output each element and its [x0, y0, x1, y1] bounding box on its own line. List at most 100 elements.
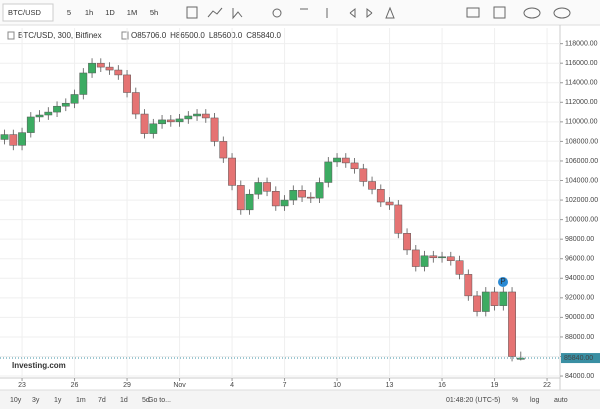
range-button[interactable]: 7d — [98, 397, 106, 404]
candle-body — [481, 291, 490, 312]
interval-button[interactable]: 1h — [85, 8, 93, 17]
y-tick-label: 106000.00 — [565, 158, 598, 165]
y-tick-label: 108000.00 — [565, 138, 598, 145]
range-button[interactable]: 1m — [76, 397, 86, 404]
candle-body — [158, 119, 166, 125]
y-tick-label: 84000.00 — [565, 373, 594, 380]
scale-option[interactable]: log — [530, 397, 539, 404]
watermark: Investing.com — [12, 361, 66, 370]
candle-body — [166, 119, 175, 123]
toolbar-icons — [186, 6, 571, 20]
candle-body — [473, 295, 481, 312]
candle-body — [201, 113, 210, 119]
event-marker-bg[interactable] — [498, 277, 508, 287]
range-button[interactable]: 5d — [142, 397, 150, 404]
x-tick-label: 22 — [543, 382, 551, 389]
candle-body — [149, 123, 158, 134]
candle-body — [368, 181, 376, 190]
y-tick-label: 94000.00 — [565, 275, 594, 282]
candle-body — [88, 62, 96, 74]
candle-body — [411, 249, 420, 267]
candle-body — [324, 161, 333, 183]
icon-draw[interactable] — [232, 8, 243, 20]
candle-body — [184, 115, 193, 120]
candle-body — [79, 72, 88, 95]
candle-body — [516, 357, 525, 360]
y-tick-label: 88000.00 — [565, 334, 594, 341]
candle-body — [18, 132, 26, 146]
interval-button[interactable]: 5 — [67, 8, 71, 17]
x-tick-label: 26 — [71, 382, 79, 389]
candle-body — [9, 134, 18, 146]
scale-option[interactable]: auto — [554, 397, 568, 404]
icon-cloud-load[interactable] — [523, 7, 541, 19]
interval-button[interactable]: 1M — [127, 8, 137, 17]
icon-snapshot[interactable] — [466, 7, 480, 18]
candle-body — [429, 255, 438, 258]
range-button[interactable]: 1y — [54, 397, 62, 404]
candle-body — [455, 260, 464, 275]
icon-candles[interactable] — [186, 6, 198, 19]
y-tick-label: 116000.00 — [565, 60, 598, 67]
candle-body — [254, 182, 263, 195]
candle-body — [123, 74, 131, 93]
x-tick-label: 10 — [333, 382, 341, 389]
candle-body — [61, 103, 70, 107]
icon-settings[interactable] — [272, 8, 282, 18]
x-tick-label: 16 — [438, 382, 446, 389]
candle-body — [53, 105, 61, 113]
candle-body — [280, 199, 289, 207]
candle-body — [446, 256, 455, 261]
ohlc-value: L85600.0 — [209, 31, 243, 40]
candle-body — [490, 291, 499, 306]
icon-undo[interactable] — [349, 7, 356, 19]
range-button[interactable]: 1d — [120, 397, 128, 404]
candle-body — [236, 185, 245, 211]
icon-color[interactable] — [493, 6, 506, 19]
ohlc-value: O85706.0 — [131, 31, 167, 40]
toolbar — [0, 0, 600, 25]
range-button[interactable]: 10y — [10, 397, 22, 404]
title-icon — [7, 31, 15, 40]
y-tick-label: 90000.00 — [565, 314, 594, 321]
x-tick-label: 13 — [386, 382, 394, 389]
candle-body — [245, 193, 254, 211]
y-tick-label: 98000.00 — [565, 236, 594, 243]
interval-button[interactable]: 1D — [105, 8, 115, 17]
candle-body — [105, 66, 114, 71]
candle-body — [0, 134, 9, 140]
candle-body — [306, 196, 315, 199]
goto-button[interactable]: Go to... — [148, 397, 171, 404]
candle-body — [44, 111, 53, 116]
symbol-box[interactable] — [2, 3, 54, 22]
candle-body — [403, 233, 411, 251]
candle-body — [228, 157, 236, 186]
y-tick-label: 114000.00 — [565, 80, 598, 87]
y-tick-label: 104000.00 — [565, 177, 598, 184]
candle-body — [114, 69, 123, 76]
candle-body — [271, 191, 280, 207]
y-tick-label: 112000.00 — [565, 99, 598, 106]
icon-indicators[interactable] — [207, 7, 223, 18]
candle-body — [289, 190, 298, 201]
ohlc-value: C85840.0 — [246, 31, 281, 40]
candle-body — [210, 117, 219, 142]
y-tick-label: 102000.00 — [565, 197, 598, 204]
event-marker[interactable]: P — [500, 277, 505, 286]
candle-body — [341, 157, 350, 164]
icon-alert[interactable] — [385, 6, 395, 19]
x-tick-label: 29 — [123, 382, 131, 389]
candle-body — [350, 162, 359, 170]
icon-redo[interactable] — [366, 7, 373, 19]
candle-body — [263, 182, 271, 192]
candle-body — [508, 291, 516, 357]
x-tick-label: 23 — [18, 382, 26, 389]
candle-body — [464, 274, 473, 297]
interval-button[interactable]: 5h — [150, 8, 158, 17]
range-button[interactable]: 3y — [32, 397, 40, 404]
symbol[interactable]: BTC/USD — [8, 8, 42, 17]
scale-option[interactable]: % — [512, 397, 518, 404]
candle-body — [175, 118, 184, 123]
icon-cloud-save[interactable] — [553, 7, 571, 19]
